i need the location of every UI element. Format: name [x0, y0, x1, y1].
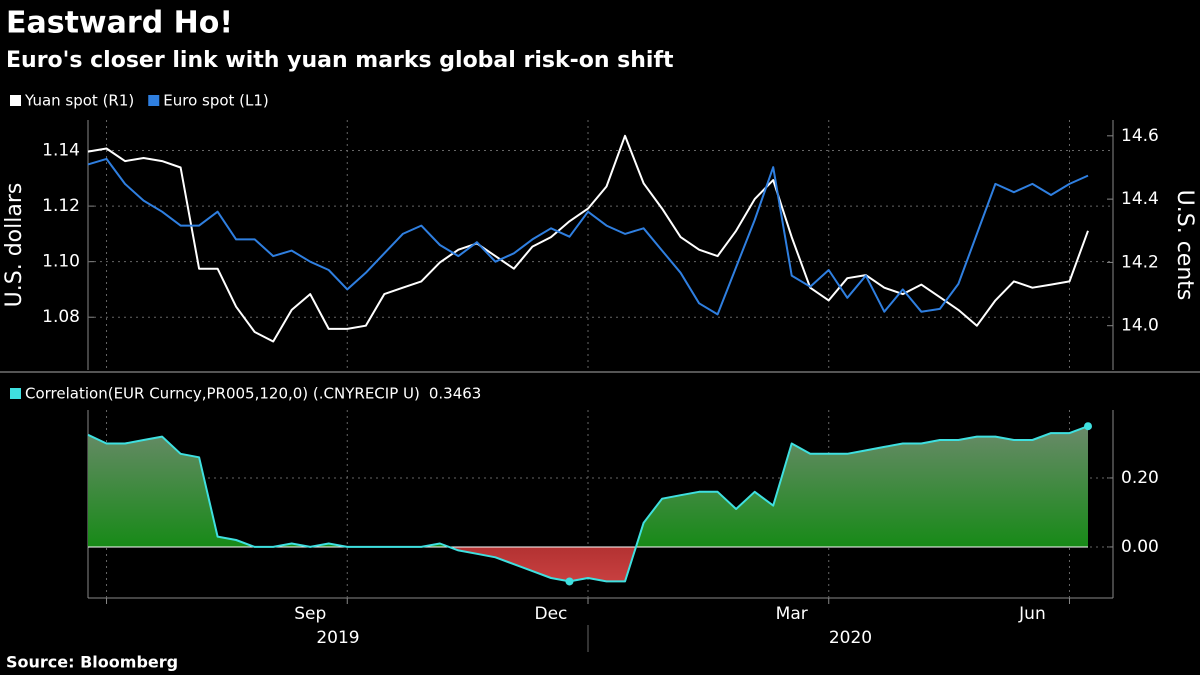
- y2-tick-label: 14.2: [1121, 252, 1159, 272]
- subtitle: Euro's closer link with yuan marks globa…: [6, 48, 674, 73]
- series-line: [87, 134, 1089, 343]
- y2-tick-label: 14.4: [1121, 189, 1159, 209]
- y2-tick-label: 14.0: [1121, 316, 1159, 336]
- title: Eastward Ho!: [6, 6, 233, 41]
- y-axis-label: U.S. dollars: [2, 183, 27, 308]
- year-label: 2020: [829, 628, 872, 648]
- area-positive: [88, 426, 1088, 547]
- y-tick-label: 1.10: [42, 252, 80, 272]
- legend-swatch: [148, 95, 160, 106]
- y2-tick-label: 14.6: [1121, 126, 1159, 146]
- series-line: [87, 157, 1089, 316]
- y-tick-label: 0.00: [1121, 537, 1159, 557]
- legend-swatch: [10, 95, 21, 106]
- y2-axis-label: U.S. cents: [1172, 190, 1197, 301]
- y-tick-label: 1.08: [42, 307, 80, 327]
- year-label: 2019: [316, 628, 359, 648]
- legend-label: Correlation(EUR Curncy,PR005,120,0) (.CN…: [25, 385, 420, 403]
- area-negative: [88, 546, 1088, 582]
- x-tick-label: Dec: [535, 604, 568, 624]
- x-tick-label: Jun: [1018, 604, 1046, 624]
- legend-label: Yuan spot (R1): [24, 92, 134, 110]
- min-dot: [565, 577, 574, 586]
- end-dot: [1084, 422, 1092, 431]
- y-tick-label: 1.14: [42, 141, 80, 161]
- legend-swatch: [10, 388, 21, 399]
- y-tick-label: 1.12: [42, 196, 80, 216]
- source: Source: Bloomberg: [6, 653, 178, 672]
- x-tick-label: Mar: [776, 604, 808, 624]
- legend-value: 0.3463: [429, 385, 482, 403]
- series-line: [87, 425, 1089, 583]
- x-tick-label: Sep: [294, 604, 326, 624]
- legend-label: Euro spot (L1): [163, 92, 269, 110]
- y-tick-label: 0.20: [1121, 468, 1159, 488]
